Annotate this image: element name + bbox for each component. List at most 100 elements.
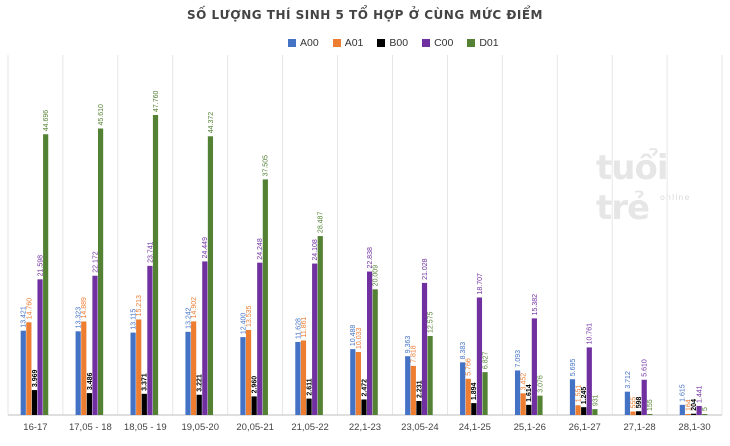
data-label: 5.610: [642, 359, 649, 377]
data-label: 44.696: [43, 110, 50, 132]
bar-a00: [185, 331, 191, 415]
data-label: 24.248: [257, 238, 264, 260]
bar-a00: [514, 370, 521, 415]
data-label: 14.760: [26, 298, 33, 320]
data-label: 5.695: [570, 359, 577, 377]
data-label: 15.382: [532, 294, 539, 316]
x-tick-label: 21,05-22: [291, 422, 329, 433]
data-label: 3.969: [32, 369, 39, 387]
data-label: 13.421: [21, 306, 28, 328]
bar-c00: [147, 265, 153, 415]
chart-title: SỐ LƯỢNG THÍ SINH 5 TỔ HỢP Ở CÙNG MỨC ĐI…: [187, 8, 543, 22]
bar-a00: [679, 404, 685, 415]
data-label: 555: [630, 397, 637, 409]
x-tick-label: 19,05-20: [181, 422, 219, 433]
x-tick-label: 17,05 - 18: [69, 422, 112, 433]
data-label: 22.838: [367, 247, 374, 269]
x-tick-label: 26,1-27: [569, 422, 601, 433]
bar-b00: [690, 413, 697, 415]
bar-c00: [476, 297, 483, 415]
bar-b00: [471, 403, 477, 415]
data-label: 204: [691, 399, 698, 411]
bar-b00: [581, 407, 587, 415]
legend-item-d01: D01: [467, 37, 499, 49]
bar-d01: [702, 414, 708, 415]
data-label: 2.231: [416, 380, 423, 398]
bar-c00: [312, 263, 318, 415]
bar-a00: [569, 379, 576, 415]
legend-swatch-a00: [288, 39, 296, 47]
data-label: 18.707: [477, 273, 484, 295]
data-label: 10.488: [350, 325, 357, 347]
data-label: 1.551: [575, 385, 582, 403]
data-label: 6.827: [482, 351, 489, 369]
bar-c00: [257, 262, 263, 415]
data-label: 37.505: [263, 155, 270, 177]
bar-b00: [251, 396, 257, 415]
bar-b00: [196, 394, 202, 415]
bar-c00: [641, 379, 647, 415]
bar-c00: [696, 405, 702, 415]
x-tick-label: 16-17: [23, 422, 47, 433]
data-label: 3.712: [625, 371, 632, 389]
legend-item-c00: C00: [422, 37, 453, 49]
data-label: 2.960: [252, 376, 259, 394]
bar-a00: [20, 330, 26, 415]
data-label: 24.108: [312, 239, 319, 261]
bar-b00: [86, 393, 92, 415]
bar-d01: [207, 136, 214, 415]
data-label: 20.009: [373, 265, 380, 287]
data-label: 9.363: [405, 336, 412, 354]
data-label: 13.323: [76, 307, 83, 329]
bar-d01: [97, 128, 104, 416]
data-label: 3.221: [197, 374, 204, 392]
legend-item-a01: A01: [332, 37, 364, 49]
data-label: 1.894: [471, 382, 478, 400]
data-label: 21.028: [422, 258, 429, 280]
data-label: 7.093: [515, 350, 522, 368]
legend-swatch-a01: [332, 39, 341, 47]
bar-a01: [685, 413, 691, 415]
bar-c00: [421, 282, 428, 415]
data-label: 3.076: [537, 375, 544, 393]
data-label: 2.611: [306, 378, 313, 395]
bar-a01: [136, 319, 142, 415]
bar-d01: [592, 409, 598, 415]
data-label: 14.902: [191, 297, 198, 319]
bar-a00: [350, 349, 356, 415]
bar-b00: [141, 393, 147, 415]
data-label: 12.575: [428, 311, 435, 333]
bar-a01: [465, 378, 471, 415]
bar-a01: [81, 321, 87, 415]
x-tick-label: 23,05-24: [401, 422, 439, 433]
bar-a01: [575, 405, 581, 415]
data-label: 14.889: [81, 297, 88, 319]
bar-a01: [520, 393, 526, 415]
bar-b00: [31, 390, 38, 415]
watermark-brand: tuổi trẻ: [596, 148, 668, 228]
data-label: 1.441: [697, 385, 704, 403]
data-label: 28.487: [318, 212, 325, 234]
data-label: 931: [592, 394, 599, 406]
watermark-sub: online: [660, 193, 691, 202]
data-label: 47.760: [153, 90, 160, 112]
legend-swatch-c00: [422, 39, 431, 47]
bar-d01: [152, 115, 159, 415]
data-label: 598: [636, 396, 643, 408]
bar-d01: [262, 179, 268, 415]
bar-d01: [372, 289, 378, 415]
data-label: 5: [702, 407, 709, 411]
bar-a00: [460, 362, 466, 415]
data-label: 1.615: [680, 384, 687, 402]
data-label: 23.741: [147, 241, 154, 263]
bar-c00: [37, 279, 43, 415]
data-label: 2.472: [361, 379, 368, 397]
bar-d01: [537, 395, 543, 415]
legend-label-a00: A00: [300, 37, 319, 49]
bar-a01: [245, 329, 252, 415]
bar-d01: [427, 336, 433, 415]
data-label: 8.383: [460, 342, 467, 360]
legend-label-a01: A01: [344, 37, 364, 49]
chart-legend: A00 A01 B00 C00 D01: [288, 37, 499, 49]
